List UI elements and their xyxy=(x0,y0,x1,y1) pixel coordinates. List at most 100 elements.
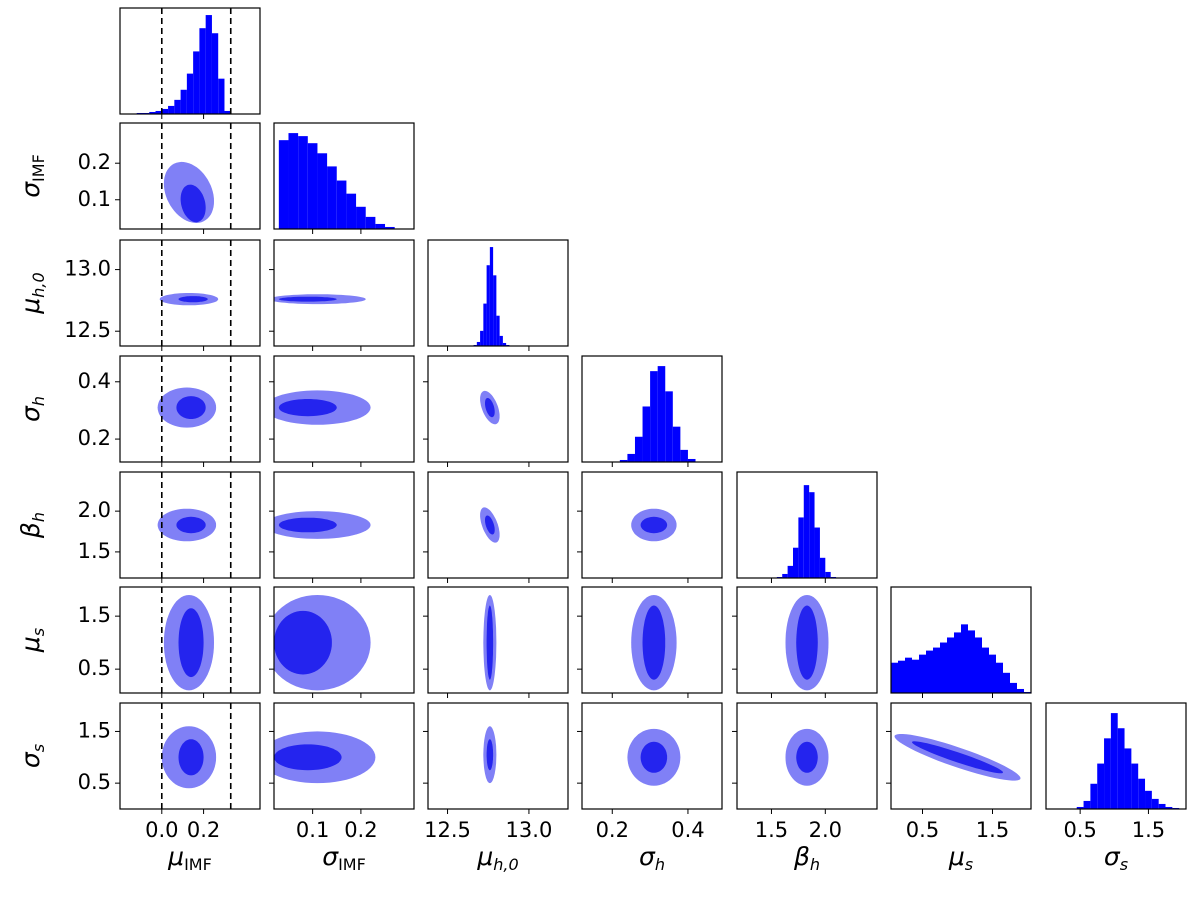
histogram-bar xyxy=(627,453,635,462)
x-tick-label: 12.5 xyxy=(424,818,471,842)
histogram-bar xyxy=(687,458,696,462)
histogram-bar xyxy=(224,110,231,114)
histogram-bar xyxy=(968,630,975,693)
histogram-bar xyxy=(155,110,162,114)
contour-inner xyxy=(278,399,337,417)
contour-group xyxy=(274,390,371,425)
panel-frame xyxy=(1045,702,1187,810)
histogram-bar xyxy=(940,642,947,693)
histogram-bar xyxy=(1090,783,1098,809)
axis-subscript: IMF xyxy=(184,855,212,874)
contour-group xyxy=(159,293,219,306)
contour-group xyxy=(163,595,214,691)
axis-subscript: h xyxy=(29,512,48,522)
contour-inner xyxy=(178,608,204,678)
y-tick-label: 0.5 xyxy=(78,770,111,794)
contour-group xyxy=(274,731,376,784)
contour-inner xyxy=(176,396,206,419)
y-axis-label: μh,0 xyxy=(16,272,48,314)
histogram-bar xyxy=(480,330,484,346)
axis-subscript: h xyxy=(810,855,820,874)
panel-frame xyxy=(273,239,415,347)
x-axis-label: μh,0 xyxy=(476,842,518,874)
contour-inner xyxy=(278,517,337,533)
contour-inner xyxy=(640,741,668,773)
histogram-bar xyxy=(891,662,898,693)
x-tick-label: 0.1 xyxy=(296,818,329,842)
panel-frame xyxy=(736,702,878,810)
x-tick-label: 0.4 xyxy=(671,818,704,842)
x-tick-label: 0.2 xyxy=(344,818,377,842)
histogram-bar xyxy=(975,637,982,693)
histogram-bar xyxy=(1104,738,1111,809)
contour-group xyxy=(274,595,371,691)
x-axis-label: σh xyxy=(639,842,665,874)
y-axis-label: σh xyxy=(16,396,48,422)
contour-group xyxy=(483,726,497,784)
histogram-bar xyxy=(1003,672,1010,693)
histogram xyxy=(473,247,510,346)
contour-group xyxy=(161,726,217,789)
x-tick-label: 13.0 xyxy=(506,818,553,842)
histogram-bar xyxy=(1017,688,1024,693)
x-tick-label: 0.2 xyxy=(596,818,629,842)
axis-symbol: σ xyxy=(16,405,45,422)
histogram-bar xyxy=(298,136,308,229)
panel-frame xyxy=(273,702,415,810)
y-tick-label: 1.5 xyxy=(78,539,111,563)
y-tick-label: 0.2 xyxy=(78,426,111,450)
axis-symbol: β xyxy=(16,522,45,539)
histogram-bar xyxy=(199,28,206,114)
histogram-bar xyxy=(1083,800,1091,809)
histogram-bar xyxy=(336,180,347,229)
axis-symbol: μ xyxy=(476,842,493,871)
histogram-bar xyxy=(961,624,968,693)
axis-symbol: σ xyxy=(16,181,45,198)
histogram-bar xyxy=(619,459,628,462)
contour-group xyxy=(785,728,829,786)
y-tick-label: 1.5 xyxy=(78,603,111,627)
histogram-bar xyxy=(1151,798,1159,809)
panel-frame xyxy=(890,586,1032,694)
histogram-bar xyxy=(919,654,926,693)
histogram-bar xyxy=(933,647,940,693)
histogram-bar xyxy=(168,105,175,114)
panel-frame xyxy=(119,7,261,115)
panel-frame xyxy=(581,355,723,463)
y-tick-label: 13.0 xyxy=(64,257,111,281)
histogram-bar xyxy=(346,193,357,229)
histogram-bar xyxy=(657,366,666,462)
histogram-bar xyxy=(493,275,497,346)
histogram-bar xyxy=(161,108,169,114)
axis-symbol: μ xyxy=(16,298,45,315)
x-tick-label: 1.5 xyxy=(755,818,788,842)
histogram-bar xyxy=(205,15,212,114)
histogram-bar xyxy=(1131,763,1139,809)
histogram xyxy=(619,366,696,462)
y-tick-label: 0.1 xyxy=(78,187,111,211)
axis-subscript: h xyxy=(655,855,665,874)
contour-inner xyxy=(912,741,1003,774)
histogram xyxy=(891,624,1031,693)
y-axis-label: μs xyxy=(16,628,48,653)
axis-symbol: σ xyxy=(1104,842,1121,871)
x-tick-label: 1.5 xyxy=(976,818,1009,842)
y-axis-label: βh xyxy=(16,512,48,539)
x-tick-label: 0.5 xyxy=(1063,818,1096,842)
panel-frame xyxy=(427,471,569,579)
histogram-bar xyxy=(356,206,366,229)
contour-group xyxy=(627,728,681,786)
axis-subscript: IMF xyxy=(29,154,48,182)
histogram-bar xyxy=(193,51,200,114)
contour-inner xyxy=(180,184,206,223)
panel-frame xyxy=(581,471,723,579)
contour-inner xyxy=(274,610,332,675)
histogram-bar xyxy=(814,527,820,578)
panel-frame xyxy=(119,702,261,810)
y-tick-label: 12.5 xyxy=(64,318,111,342)
histogram-bar xyxy=(947,637,954,693)
x-axis-label: σIMF xyxy=(322,842,366,874)
histogram-bar xyxy=(672,426,681,462)
x-tick-label: 0.5 xyxy=(906,818,939,842)
